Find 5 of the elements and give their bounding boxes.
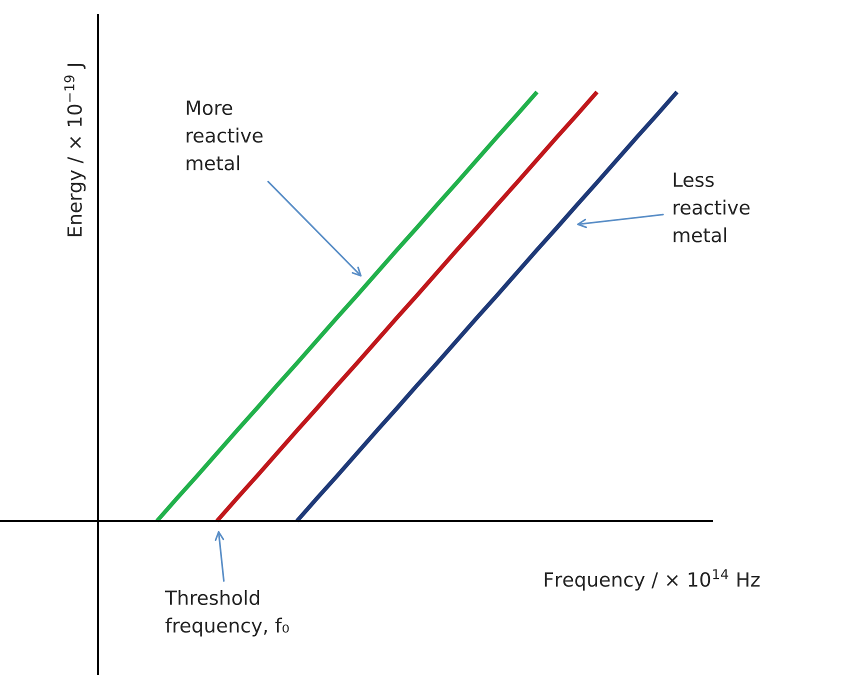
y-axis-title: Energy / × 10$^{−19}$ J — [64, 64, 86, 236]
text: Threshold frequency, f₀ — [164, 590, 289, 636]
annotation: Less reactive metal — [674, 172, 750, 242]
x-axis-title: Frequency / × 10$^{14}$ Hz — [544, 569, 760, 591]
annotation: More reactive metal — [186, 100, 263, 170]
